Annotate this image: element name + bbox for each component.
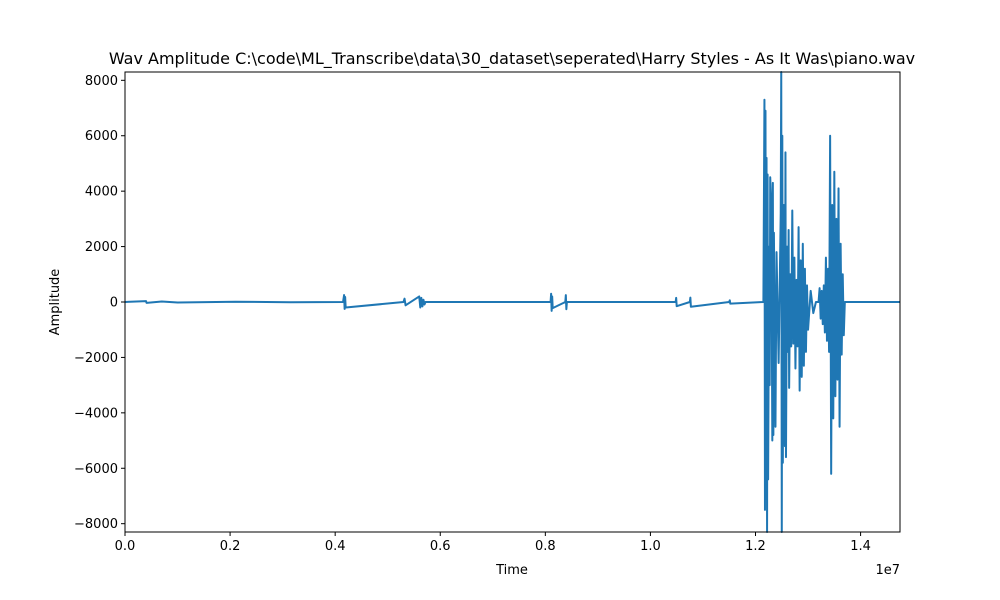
y-tick-label: −4000 bbox=[74, 406, 118, 421]
y-tick-label: −6000 bbox=[74, 462, 118, 477]
plot-area bbox=[124, 71, 900, 533]
x-axis-ticks: 0.0 0.2 0.4 0.6 0.8 1.0 1.2 1.4 bbox=[115, 532, 871, 554]
x-tick-label: 0.4 bbox=[325, 539, 346, 554]
y-tick-label: 2000 bbox=[85, 240, 118, 255]
y-tick-label: 8000 bbox=[85, 74, 118, 89]
y-axis-ticks: −8000 −6000 −4000 −2000 0 2000 4000 6000 8000 bbox=[74, 74, 125, 532]
x-tick-label: 1.2 bbox=[745, 539, 766, 554]
y-axis-label: Amplitude bbox=[48, 269, 63, 336]
x-tick-label: 1.4 bbox=[850, 539, 871, 554]
x-axis-offset-label: 1e7 bbox=[875, 563, 900, 578]
chart-title: Wav Amplitude C:\code\ML_Transcribe\data… bbox=[109, 49, 915, 69]
plot-frame bbox=[124, 71, 901, 533]
y-tick-label: −8000 bbox=[74, 517, 118, 532]
y-tick-label: 6000 bbox=[85, 129, 118, 144]
x-tick-label: 0.8 bbox=[535, 539, 556, 554]
x-tick-label: 0.6 bbox=[430, 539, 451, 554]
y-tick-label: −2000 bbox=[74, 351, 118, 366]
x-tick-label: 0.0 bbox=[115, 539, 136, 554]
y-tick-label: 0 bbox=[110, 296, 118, 311]
x-tick-label: 1.0 bbox=[640, 539, 661, 554]
waveform-series-line-0 bbox=[124, 71, 900, 533]
y-tick-label: 4000 bbox=[85, 185, 118, 200]
x-axis-label: Time bbox=[495, 563, 528, 578]
x-tick-label: 0.2 bbox=[220, 539, 241, 554]
